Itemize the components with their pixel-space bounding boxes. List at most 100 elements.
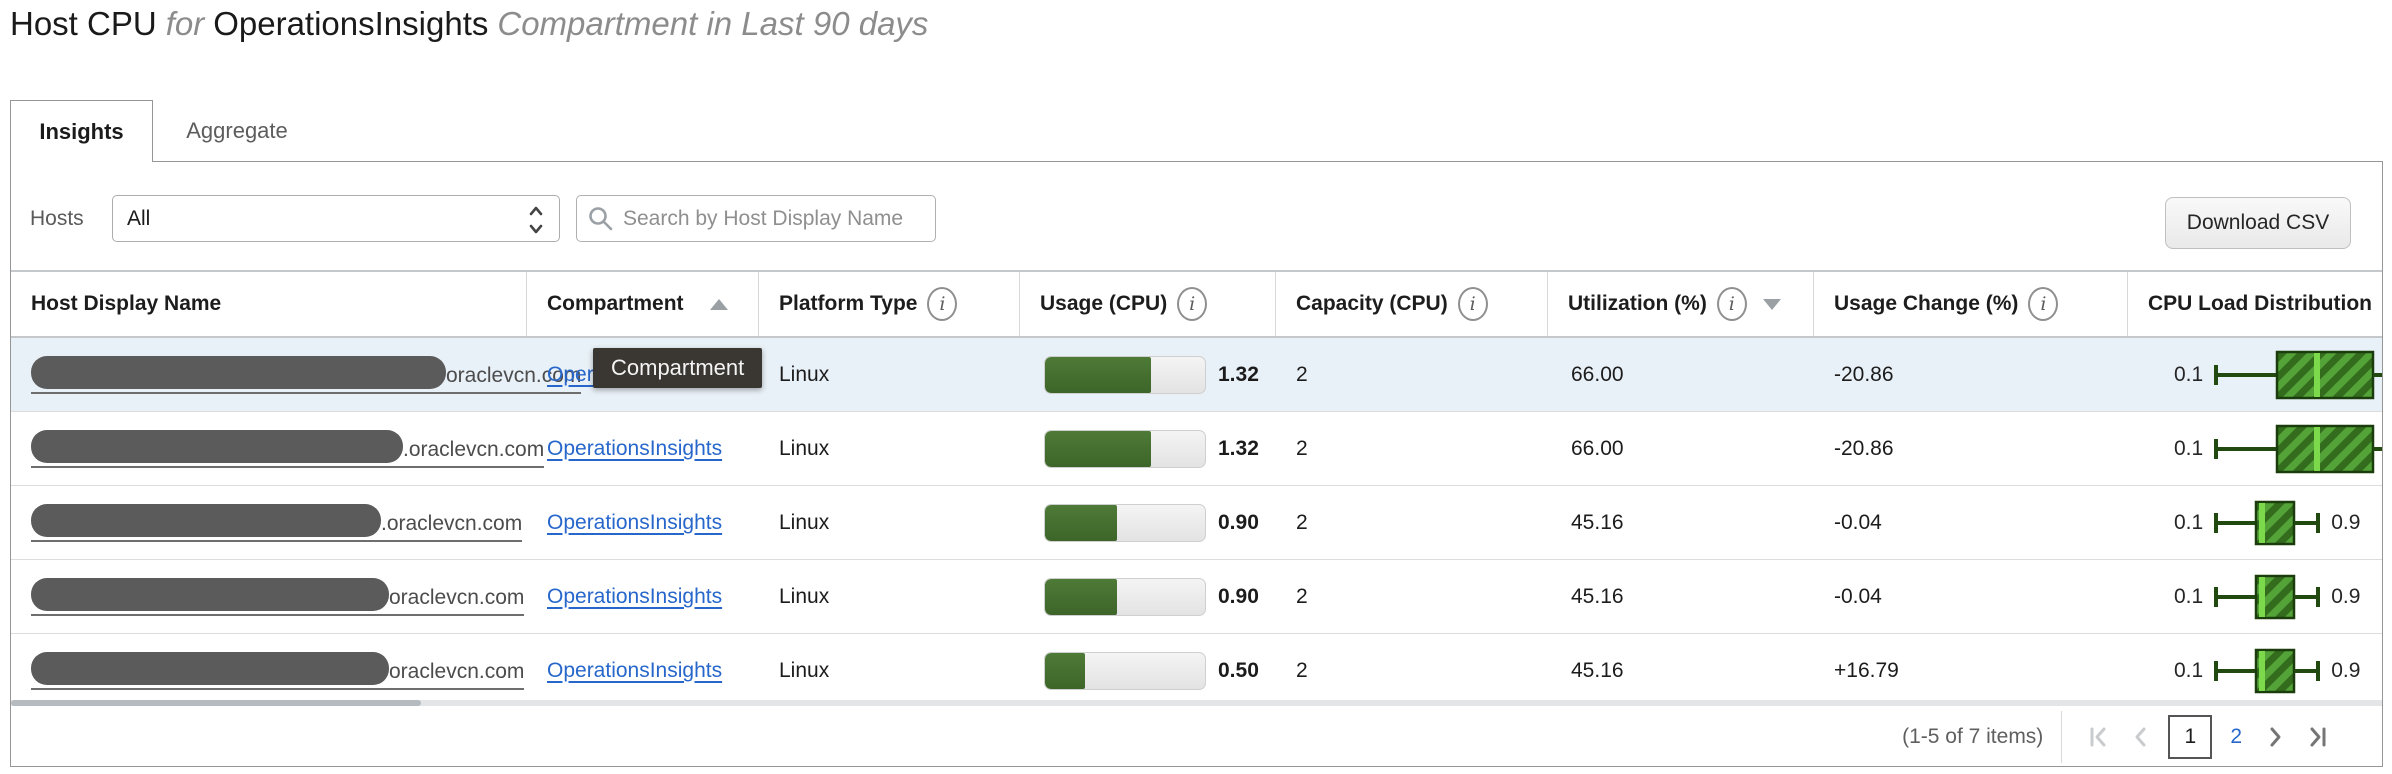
table-row[interactable]: .oraclevcn.com OperationsInsights Linux … xyxy=(11,412,2382,486)
utilization-value: 45.16 xyxy=(1571,584,1624,608)
column-header[interactable]: CPU Load Distribution xyxy=(2128,272,2382,336)
sort-descending-icon xyxy=(1762,298,1781,310)
redacted-host-name xyxy=(31,651,389,685)
capacity-value: 2 xyxy=(1296,510,1308,534)
host-link[interactable]: .oraclevcn.com xyxy=(31,429,545,468)
cpu-load-boxplot xyxy=(2214,424,2382,473)
cell-host-display-name: oraclevcn.com xyxy=(11,338,582,411)
cell-capacity-cpu: 2 xyxy=(1276,412,1548,485)
cell-usage-change: -20.86 xyxy=(1814,338,2128,411)
info-icon[interactable]: i xyxy=(2028,287,2059,321)
cpu-load-boxplot xyxy=(2214,500,2321,545)
last-page-button[interactable] xyxy=(2296,715,2338,759)
cell-compartment: OperationsInsights xyxy=(527,486,759,559)
insights-panel: Hosts All Download CSV Host Display Name xyxy=(10,161,2383,767)
table-row[interactable]: .oraclevcn.com OperationsInsights Linux … xyxy=(11,486,2382,560)
title-context: Compartment in Last 90 days xyxy=(497,5,929,42)
cell-usage-cpu: 1.32 xyxy=(1020,412,1276,485)
usage-bar-fill xyxy=(1045,652,1085,689)
column-label: Host Display Name xyxy=(31,292,222,315)
page-title: Host CPU for OperationsInsights Compartment… xyxy=(10,2,937,46)
column-header[interactable]: Capacity (CPU) i xyxy=(1276,272,1548,336)
utilization-value: 66.00 xyxy=(1571,362,1624,386)
host-link[interactable]: oraclevcn.com xyxy=(31,577,525,616)
cell-usage-cpu: 0.90 xyxy=(1020,486,1276,559)
scrollbar-thumb[interactable] xyxy=(11,700,421,706)
compartment-link[interactable]: OperationsInsights xyxy=(547,658,723,682)
info-icon[interactable]: i xyxy=(927,287,958,321)
host-link[interactable]: .oraclevcn.com xyxy=(31,503,523,542)
title-for: for xyxy=(165,5,205,42)
boxplot-max-label: 0.9 xyxy=(2331,510,2361,534)
usage-bar-track xyxy=(1044,355,1206,394)
column-label: Usage Change (%) xyxy=(1834,292,2019,315)
cell-capacity-cpu: 2 xyxy=(1276,560,1548,633)
column-label: Usage (CPU) xyxy=(1040,292,1168,315)
cell-usage-change: -0.04 xyxy=(1814,486,2128,559)
column-header[interactable]: Utilization (%) i xyxy=(1548,272,1814,336)
usage-change-value: -0.04 xyxy=(1834,584,1882,608)
capacity-value: 2 xyxy=(1296,436,1308,460)
column-header[interactable]: Compartment xyxy=(527,272,759,336)
first-page-button[interactable] xyxy=(2078,715,2120,759)
current-page-button[interactable]: 1 xyxy=(2168,714,2213,759)
tab-aggregate[interactable]: Aggregate xyxy=(186,117,288,143)
title-compartment-name: OperationsInsights xyxy=(213,5,489,42)
platform-value: Linux xyxy=(779,362,830,386)
cell-utilization: 45.16 xyxy=(1548,560,1814,633)
redacted-host-name xyxy=(31,429,403,463)
table-row[interactable]: oraclevcn.com OperationsInsights Linux 0… xyxy=(11,560,2382,634)
cell-cpu-load-distribution: 0.1 xyxy=(2128,338,2382,411)
cell-utilization: 45.16 xyxy=(1548,634,1814,707)
compartment-link[interactable]: OperationsInsights xyxy=(547,436,723,460)
download-csv-button[interactable]: Download CSV xyxy=(2165,197,2351,249)
column-label: Platform Type xyxy=(779,292,918,315)
usage-bar-fill xyxy=(1045,356,1151,393)
cell-host-display-name: oraclevcn.com xyxy=(11,634,527,707)
cell-compartment: OperationsInsights xyxy=(527,560,759,633)
host-link[interactable]: oraclevcn.com xyxy=(31,651,525,690)
info-icon[interactable]: i xyxy=(1177,287,1208,321)
column-header[interactable]: Host Display Name xyxy=(11,272,527,336)
next-page-button[interactable] xyxy=(2254,715,2296,759)
boxplot-max-label: 0.9 xyxy=(2331,658,2361,682)
info-icon[interactable]: i xyxy=(1716,287,1747,321)
cell-utilization: 66.00 xyxy=(1548,338,1814,411)
cell-utilization: 45.16 xyxy=(1548,486,1814,559)
compartment-link[interactable]: OperationsInsights xyxy=(547,584,723,608)
host-search xyxy=(576,195,936,242)
cell-platform-type: Linux xyxy=(759,560,1020,633)
pagination-bar: (1-5 of 7 items) 1 2 xyxy=(11,706,2382,766)
search-input[interactable] xyxy=(576,195,936,242)
page-2-button[interactable]: 2 xyxy=(2230,724,2242,748)
hosts-dropdown[interactable]: All xyxy=(112,195,560,242)
usage-value: 0.90 xyxy=(1218,510,1259,534)
column-header[interactable]: Usage (CPU) i xyxy=(1020,272,1276,336)
title-main: Host CPU xyxy=(10,5,157,42)
host-suffix: .oraclevcn.com xyxy=(403,437,545,461)
previous-page-button[interactable] xyxy=(2120,715,2162,759)
table-row[interactable]: oraclevcn.com OperationsInsights Linux 1… xyxy=(11,338,2382,412)
info-icon[interactable]: i xyxy=(1457,287,1488,321)
cell-platform-type: Linux xyxy=(759,338,1020,411)
capacity-value: 2 xyxy=(1296,658,1308,682)
table-row[interactable]: oraclevcn.com OperationsInsights Linux 0… xyxy=(11,634,2382,708)
usage-value: 0.50 xyxy=(1218,658,1259,682)
cell-cpu-load-distribution: 0.1 xyxy=(2128,412,2382,485)
host-link[interactable]: oraclevcn.com xyxy=(31,355,582,394)
host-suffix: oraclevcn.com xyxy=(389,585,525,609)
column-header[interactable]: Platform Type i xyxy=(759,272,1020,336)
search-icon xyxy=(588,206,614,237)
horizontal-scrollbar xyxy=(11,700,2382,706)
compartment-link[interactable]: OperationsInsights xyxy=(547,510,723,534)
pagination-summary: (1-5 of 7 items) xyxy=(1902,724,2044,748)
column-label: CPU Load Distribution xyxy=(2148,292,2372,315)
hosts-filter-label: Hosts xyxy=(30,206,84,230)
cell-platform-type: Linux xyxy=(759,486,1020,559)
tab-insights[interactable]: Insights xyxy=(10,100,153,162)
column-header[interactable]: Usage Change (%) i xyxy=(1814,272,2128,336)
cell-compartment: OperationsInsights xyxy=(527,412,759,485)
cell-capacity-cpu: 2 xyxy=(1276,634,1548,707)
cell-host-display-name: oraclevcn.com xyxy=(11,560,527,633)
